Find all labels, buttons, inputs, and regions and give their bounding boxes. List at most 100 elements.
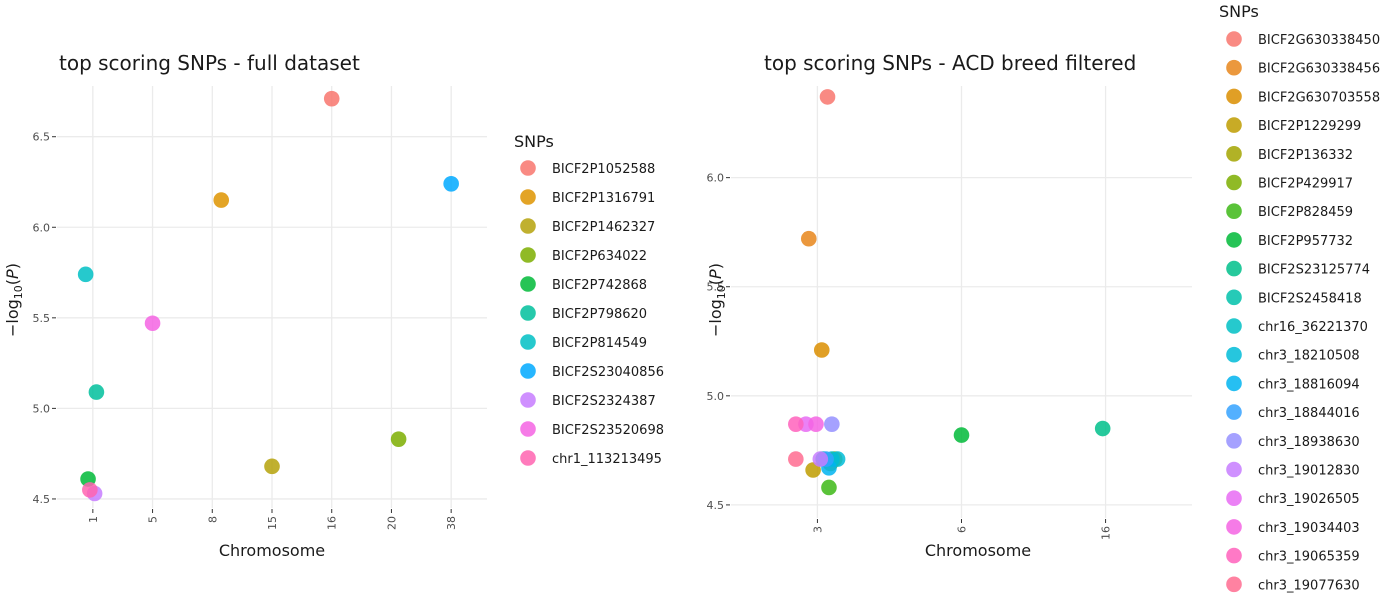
- legend-label: BICF2G630338456: [1258, 62, 1380, 77]
- legend-label: chr3_19077630: [1258, 578, 1360, 593]
- data-point-chr1_113213495: [82, 482, 98, 498]
- data-point-chr3_18938630: [824, 416, 840, 432]
- x-tick-label: 1: [87, 516, 100, 523]
- data-point-bicf2p814549: [77, 266, 94, 283]
- x-tick-label: 16: [326, 516, 339, 530]
- x-tick-label: 38: [445, 516, 458, 530]
- legend-key-bicf2p634022: [520, 247, 536, 263]
- legend-key-bicf2s23040856: [520, 363, 536, 379]
- y-axis-title-full-dataset: −log10(P): [3, 263, 25, 337]
- legend-label: BICF2S23520698: [552, 423, 664, 438]
- legend-label: chr1_113213495: [552, 452, 662, 467]
- legend-label: chr3_18210508: [1258, 349, 1360, 364]
- y-tick-label: 6.5: [33, 131, 51, 144]
- data-point-bicf2p634022: [390, 431, 407, 447]
- y-tick-label: 5.0: [33, 402, 51, 415]
- data-point-bicf2s23520698: [144, 315, 161, 332]
- legend-key-bicf2g630338450: [1226, 31, 1242, 47]
- legend-key-chr3_19012830: [1226, 461, 1242, 478]
- legend-key-bicf2p1316791: [520, 189, 536, 205]
- legend-label: BICF2P429917: [1258, 177, 1353, 192]
- legend-key-bicf2p798620: [520, 305, 536, 321]
- legend-key-chr3_18816094: [1226, 375, 1242, 392]
- legend-key-bicf2p136332: [1226, 146, 1242, 162]
- legend-label: BICF2P634022: [552, 249, 647, 264]
- legend-key-bicf2p828459: [1226, 203, 1242, 219]
- x-axis-title-acd-filtered: Chromosome: [925, 541, 1031, 560]
- legend-key-bicf2s23125774: [1226, 260, 1242, 277]
- x-tick-label: 20: [385, 516, 398, 530]
- legend-label: BICF2P1316791: [552, 191, 655, 206]
- legend-key-chr1_113213495: [520, 450, 536, 466]
- legend-key-bicf2s23520698: [520, 421, 536, 437]
- y-axis-title-acd-filtered: −log10(P): [706, 263, 728, 337]
- legend-key-chr3_19065359: [1226, 547, 1242, 564]
- legend-label: BICF2P1229299: [1258, 119, 1361, 134]
- data-point-bicf2s23040856: [443, 176, 459, 192]
- data-point-bicf2p798620: [88, 384, 105, 400]
- legend-key-bicf2s2324387: [520, 392, 536, 408]
- legend-key-chr3_19026505: [1226, 490, 1242, 507]
- legend-label: BICF2P828459: [1258, 205, 1353, 220]
- legend-label: BICF2P742868: [552, 278, 647, 293]
- legend-label: BICF2P136332: [1258, 148, 1353, 163]
- legend-key-bicf2p429917: [1226, 174, 1242, 191]
- legend-key-bicf2g630338456: [1226, 59, 1242, 76]
- legend-label: chr3_18938630: [1258, 435, 1360, 450]
- legend-label: BICF2S2458418: [1258, 291, 1362, 306]
- y-tick-label: 5.0: [707, 390, 725, 403]
- legend-label: BICF2P798620: [552, 307, 647, 322]
- legend-key-bicf2p814549: [520, 334, 536, 350]
- data-point-bicf2p1462327: [264, 458, 280, 475]
- x-tick-label: 15: [266, 516, 279, 530]
- legend-label: chr3_18844016: [1258, 406, 1360, 421]
- x-tick-label: 6: [956, 526, 969, 533]
- y-tick-label: 4.5: [33, 493, 51, 506]
- legend-label: BICF2P1052588: [552, 162, 655, 177]
- legend-key-chr3_18210508: [1226, 346, 1242, 363]
- data-point-chr3_19034403: [808, 416, 824, 432]
- legend-label: chr3_19012830: [1258, 464, 1360, 479]
- legend-key-chr3_19077630: [1226, 576, 1242, 593]
- legend-key-bicf2p1229299: [1226, 117, 1242, 133]
- data-point-chr3_19077630: [788, 451, 804, 467]
- scatter-panel-full-dataset: top scoring SNPs - full dataset 4.5 5.0 5.…: [3, 51, 664, 560]
- legend-key-chr3_18938630: [1226, 433, 1242, 449]
- data-point-bicf2p1052588: [323, 90, 340, 107]
- legend-title: SNPs: [1219, 2, 1259, 21]
- legend-label: BICF2P1462327: [552, 220, 655, 235]
- legend-title: SNPs: [514, 132, 554, 151]
- legend-label: chr3_19065359: [1258, 550, 1360, 565]
- legend-label: BICF2S2324387: [552, 394, 656, 409]
- data-point-bicf2p957732: [953, 427, 970, 443]
- data-point-bicf2s23125774: [1094, 420, 1111, 437]
- y-tick-label: 4.5: [707, 499, 725, 512]
- legend-key-bicf2p957732: [1226, 232, 1242, 248]
- x-tick-label: 3: [811, 526, 824, 533]
- y-tick-label: 5.5: [707, 281, 725, 294]
- data-point-bicf2p1316791: [213, 192, 230, 208]
- x-tick-label: 8: [206, 516, 219, 523]
- x-tick-label: 16: [1100, 526, 1113, 540]
- chart-title-acd-filtered: top scoring SNPs - ACD breed filtered: [764, 51, 1136, 75]
- legend-label: BICF2P957732: [1258, 234, 1353, 249]
- scatter-panel-acd-filtered: top scoring SNPs - ACD breed filtered 4.…: [706, 2, 1380, 593]
- data-point-bicf2g630703558: [813, 342, 830, 358]
- legend-label: BICF2S23040856: [552, 365, 664, 380]
- data-point-chr3_19012830: [812, 451, 829, 467]
- legend-label: chr3_19034403: [1258, 521, 1360, 536]
- legend-label: BICF2P814549: [552, 336, 647, 351]
- legend-key-bicf2p1462327: [520, 218, 536, 234]
- legend-label: chr3_18816094: [1258, 377, 1360, 392]
- legend-key-chr3_19034403: [1226, 519, 1242, 535]
- legend-label: BICF2G630338450: [1258, 33, 1380, 48]
- data-point-bicf2g630338450: [819, 89, 836, 105]
- legend-label: BICF2G630703558: [1258, 90, 1380, 105]
- data-point-chr3_19065359: [788, 416, 804, 432]
- data-point-bicf2p828459: [821, 479, 837, 496]
- y-tick-label: 5.5: [33, 312, 51, 325]
- legend-key-bicf2p742868: [520, 276, 536, 292]
- legend-key-chr16_36221370: [1226, 318, 1242, 334]
- legend-label: BICF2S23125774: [1258, 263, 1370, 278]
- legend-key-chr3_18844016: [1226, 404, 1242, 420]
